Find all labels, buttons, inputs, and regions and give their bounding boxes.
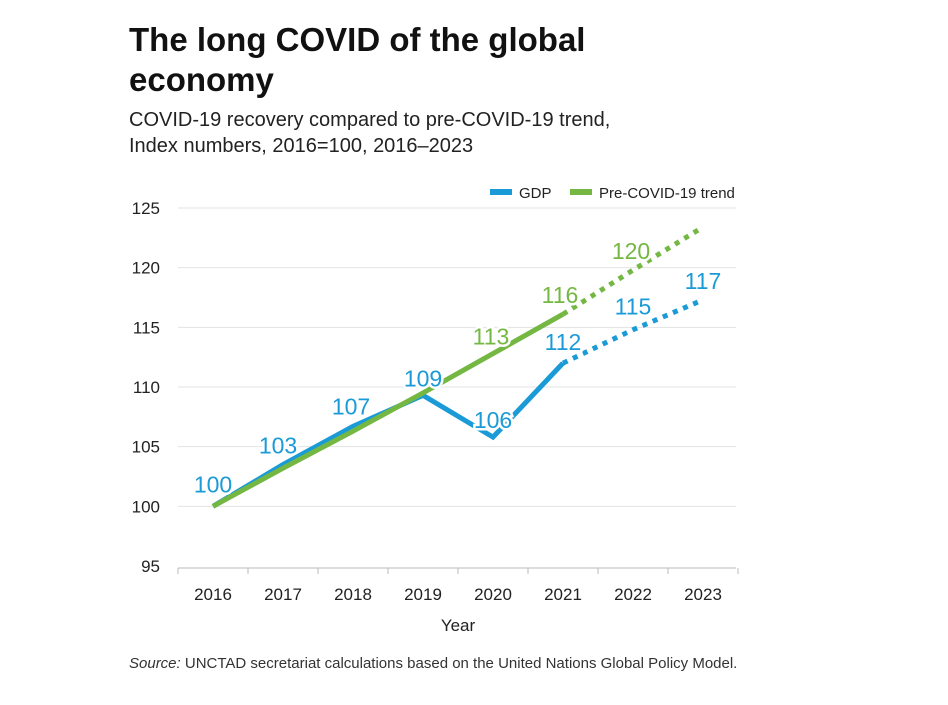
legend-swatch-gdp [490,189,512,195]
y-tick-label-95: 95 [141,557,160,576]
data-label-gdp-2019: 109 [404,365,442,391]
x-tick-label-2018: 2018 [334,585,372,604]
x-tick-label-2016: 2016 [194,585,232,604]
data-label-halo: 106 [474,407,512,433]
data-label-gdp-2020: 106 [474,407,512,433]
x-tick-label-2021: 2021 [544,585,582,604]
data-label-halo: 103 [259,433,297,459]
data-label-halo: 109 [404,365,442,391]
data-label-pre-covid-19-trend-2020: 113 [473,324,510,350]
y-tick-label-110: 110 [133,378,160,397]
data-label-halo: 100 [194,471,232,497]
source-label: Source: [129,655,181,672]
data-label-halo: 117 [685,268,722,294]
y-tick-label-115: 115 [133,318,160,337]
x-tick-label-2017: 2017 [264,585,302,604]
data-label-gdp-2023: 117 [685,268,722,294]
y-axis-ticks: 95 100 105 110 115 120 125 [132,199,160,576]
data-label-pre-covid-19-trend-2021: 116 [542,282,579,308]
data-label-pre-covid-19-trend-2022: 120 [612,238,650,264]
legend-label-pre-covid-19-trend: Pre-COVID-19 trend [599,185,735,202]
x-tick-label-2023: 2023 [684,585,722,604]
data-label-gdp-2016: 100 [194,471,232,497]
x-tick-label-2020: 2020 [474,585,512,604]
data-label-gdp-2021: 112 [545,329,582,355]
data-label-halo: 116 [542,282,579,308]
data-labels: 1001001031031071071091091061061121121151… [191,236,724,500]
source-note: Source: UNCTAD secretariat calculations … [129,654,769,674]
legend: GDP Pre-COVID-19 trend [490,185,735,202]
source-text: UNCTAD secretariat calculations based on… [180,655,738,672]
series-pre-covid-19-trend-line [211,312,565,509]
y-tick-label-100: 100 [132,497,160,516]
data-label-gdp-2018: 107 [332,393,370,419]
subtitle-line-1: COVID-19 recovery compared to pre-COVID-… [129,109,611,131]
data-label-halo: 120 [612,238,650,264]
x-tick-label-2019: 2019 [404,585,442,604]
data-label-gdp-2022: 115 [615,294,652,320]
chart-title: The long COVID of the global economy [129,21,586,98]
legend-swatch-pre-covid-19-trend [570,189,592,195]
gridlines [178,207,736,507]
x-axis-ticks: 2016 2017 2018 2019 2020 2021 2022 2023 [194,585,722,604]
y-tick-label-120: 120 [132,259,160,278]
series-lines [211,224,705,509]
data-label-halo: 113 [473,324,510,350]
x-axis-title: Year [441,616,476,635]
legend-label-gdp: GDP [519,185,552,202]
x-axis [177,567,739,574]
chart-subtitle: COVID-19 recovery compared to pre-COVID-… [129,107,749,159]
y-tick-label-125: 125 [132,199,160,218]
y-tick-label-105: 105 [132,438,160,457]
data-label-halo: 112 [545,329,582,355]
data-label-gdp-2017: 103 [259,433,297,459]
data-label-halo: 115 [615,294,652,320]
series-gdp-projection [561,297,704,366]
x-tick-label-2022: 2022 [614,585,652,604]
subtitle-line-2: Index numbers, 2016=100, 2016–2023 [129,135,474,157]
data-label-halo: 107 [332,393,370,419]
